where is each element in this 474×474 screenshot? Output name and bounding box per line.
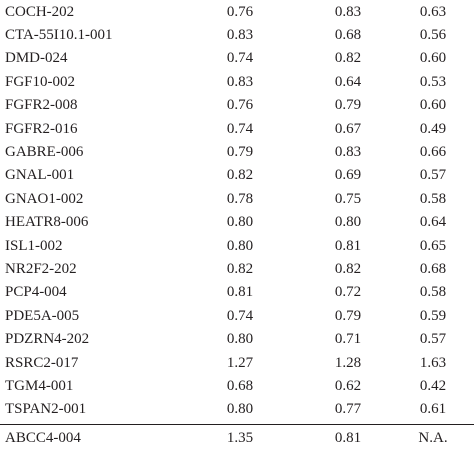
value-cell: 0.64 (419, 214, 447, 231)
value-cell: 0.78 (226, 190, 254, 207)
table-row: GABRE-006 0.79 0.83 0.66 (0, 141, 474, 164)
value-cell: 0.74 (226, 50, 254, 67)
value-cell: 0.81 (334, 237, 362, 254)
value-cell: 1.63 (419, 354, 447, 371)
value-cell: 0.56 (419, 26, 447, 43)
table-row: ABCC4-004 1.35 0.81 N.A. (0, 427, 474, 450)
gene-name: COCH-202 (5, 3, 75, 20)
table-row: PCP4-004 0.81 0.72 0.58 (0, 281, 474, 304)
table-row: TSPAN2-001 0.80 0.77 0.61 (0, 398, 474, 421)
value-cell: 0.76 (226, 97, 254, 114)
gene-name: RSRC2-017 (5, 354, 79, 371)
value-cell: 0.62 (334, 377, 362, 394)
gene-name: FGFR2-016 (5, 120, 78, 137)
gene-name: FGFR2-008 (5, 97, 78, 114)
value-cell: 0.68 (419, 260, 447, 277)
table-row: PDZRN4-202 0.80 0.71 0.57 (0, 328, 474, 351)
gene-name: TSPAN2-001 (5, 401, 87, 418)
table-row: FGF10-002 0.83 0.64 0.53 (0, 71, 474, 94)
value-cell: 0.79 (226, 143, 254, 160)
table-row: FGFR2-008 0.76 0.79 0.60 (0, 94, 474, 117)
gene-name: PDZRN4-202 (5, 331, 90, 348)
gene-name: ISL1-002 (5, 237, 63, 254)
value-cell: 0.81 (334, 429, 362, 446)
value-cell: 0.76 (226, 3, 254, 20)
value-cell: 0.61 (419, 401, 447, 418)
value-cell: 0.68 (334, 26, 362, 43)
value-cell: 1.28 (334, 354, 362, 371)
gene-name: ABCC4-004 (5, 429, 81, 446)
value-cell: N.A. (418, 429, 448, 446)
value-cell: 0.67 (334, 120, 362, 137)
table-row: FGFR2-016 0.74 0.67 0.49 (0, 118, 474, 141)
value-cell: 0.74 (226, 307, 254, 324)
value-cell: 0.58 (419, 284, 447, 301)
value-cell: 0.63 (419, 3, 447, 20)
gene-name: DMD-024 (5, 50, 68, 67)
value-cell: 0.80 (226, 237, 254, 254)
table-row: TGM4-001 0.68 0.62 0.42 (0, 375, 474, 398)
value-cell: 0.59 (419, 307, 447, 324)
gene-name: PCP4-004 (5, 284, 67, 301)
value-cell: 1.27 (226, 354, 254, 371)
value-cell: 0.82 (334, 50, 362, 67)
gene-name: GNAL-001 (5, 167, 75, 184)
gene-name: GNAO1-002 (5, 190, 84, 207)
value-cell: 0.79 (334, 97, 362, 114)
gene-name: GABRE-006 (5, 143, 84, 160)
table-row: HEATR8-006 0.80 0.80 0.64 (0, 211, 474, 234)
table-row: GNAO1-002 0.78 0.75 0.58 (0, 188, 474, 211)
table-row: GNAL-001 0.82 0.69 0.57 (0, 164, 474, 187)
value-cell: 0.72 (334, 284, 362, 301)
value-cell: 0.82 (334, 260, 362, 277)
value-cell: 1.35 (226, 429, 254, 446)
value-cell: 0.80 (334, 214, 362, 231)
value-cell: 0.58 (419, 190, 447, 207)
value-cell: 0.71 (334, 331, 362, 348)
table-row: ISL1-002 0.80 0.81 0.65 (0, 235, 474, 258)
value-cell: 0.82 (226, 167, 254, 184)
value-cell: 0.80 (226, 401, 254, 418)
value-cell: 0.42 (419, 377, 447, 394)
gene-name: NR2F2-202 (5, 260, 77, 277)
value-cell: 0.77 (334, 401, 362, 418)
value-cell: 0.66 (419, 143, 447, 160)
value-cell: 0.57 (419, 331, 447, 348)
separator-rule (0, 423, 474, 425)
value-cell: 0.49 (419, 120, 447, 137)
value-cell: 0.57 (419, 167, 447, 184)
gene-name: PDE5A-005 (5, 307, 80, 324)
value-cell: 0.53 (419, 73, 447, 90)
value-cell: 0.80 (226, 214, 254, 231)
table-row: NR2F2-202 0.82 0.82 0.68 (0, 258, 474, 281)
value-cell: 0.64 (334, 73, 362, 90)
value-cell: 0.68 (226, 377, 254, 394)
value-cell: 0.81 (226, 284, 254, 301)
value-cell: 0.65 (419, 237, 447, 254)
table-row: CTA-55I10.1-001 0.83 0.68 0.56 (0, 24, 474, 47)
value-cell: 0.60 (419, 97, 447, 114)
value-cell: 0.69 (334, 167, 362, 184)
value-cell: 0.82 (226, 260, 254, 277)
value-cell: 0.83 (226, 73, 254, 90)
table-row: COCH-202 0.76 0.83 0.63 (0, 1, 474, 24)
table-row: RSRC2-017 1.27 1.28 1.63 (0, 352, 474, 375)
gene-name: CTA-55I10.1-001 (5, 26, 113, 43)
value-cell: 0.79 (334, 307, 362, 324)
table-row: DMD-024 0.74 0.82 0.60 (0, 47, 474, 70)
value-cell: 0.83 (226, 26, 254, 43)
value-cell: 0.74 (226, 120, 254, 137)
value-cell: 0.83 (334, 143, 362, 160)
gene-name: FGF10-002 (5, 73, 76, 90)
value-cell: 0.80 (226, 331, 254, 348)
value-cell: 0.83 (334, 3, 362, 20)
gene-name: TGM4-001 (5, 377, 74, 394)
gene-name: HEATR8-006 (5, 214, 89, 231)
value-cell: 0.60 (419, 50, 447, 67)
value-cell: 0.75 (334, 190, 362, 207)
table-row: PDE5A-005 0.74 0.79 0.59 (0, 305, 474, 328)
